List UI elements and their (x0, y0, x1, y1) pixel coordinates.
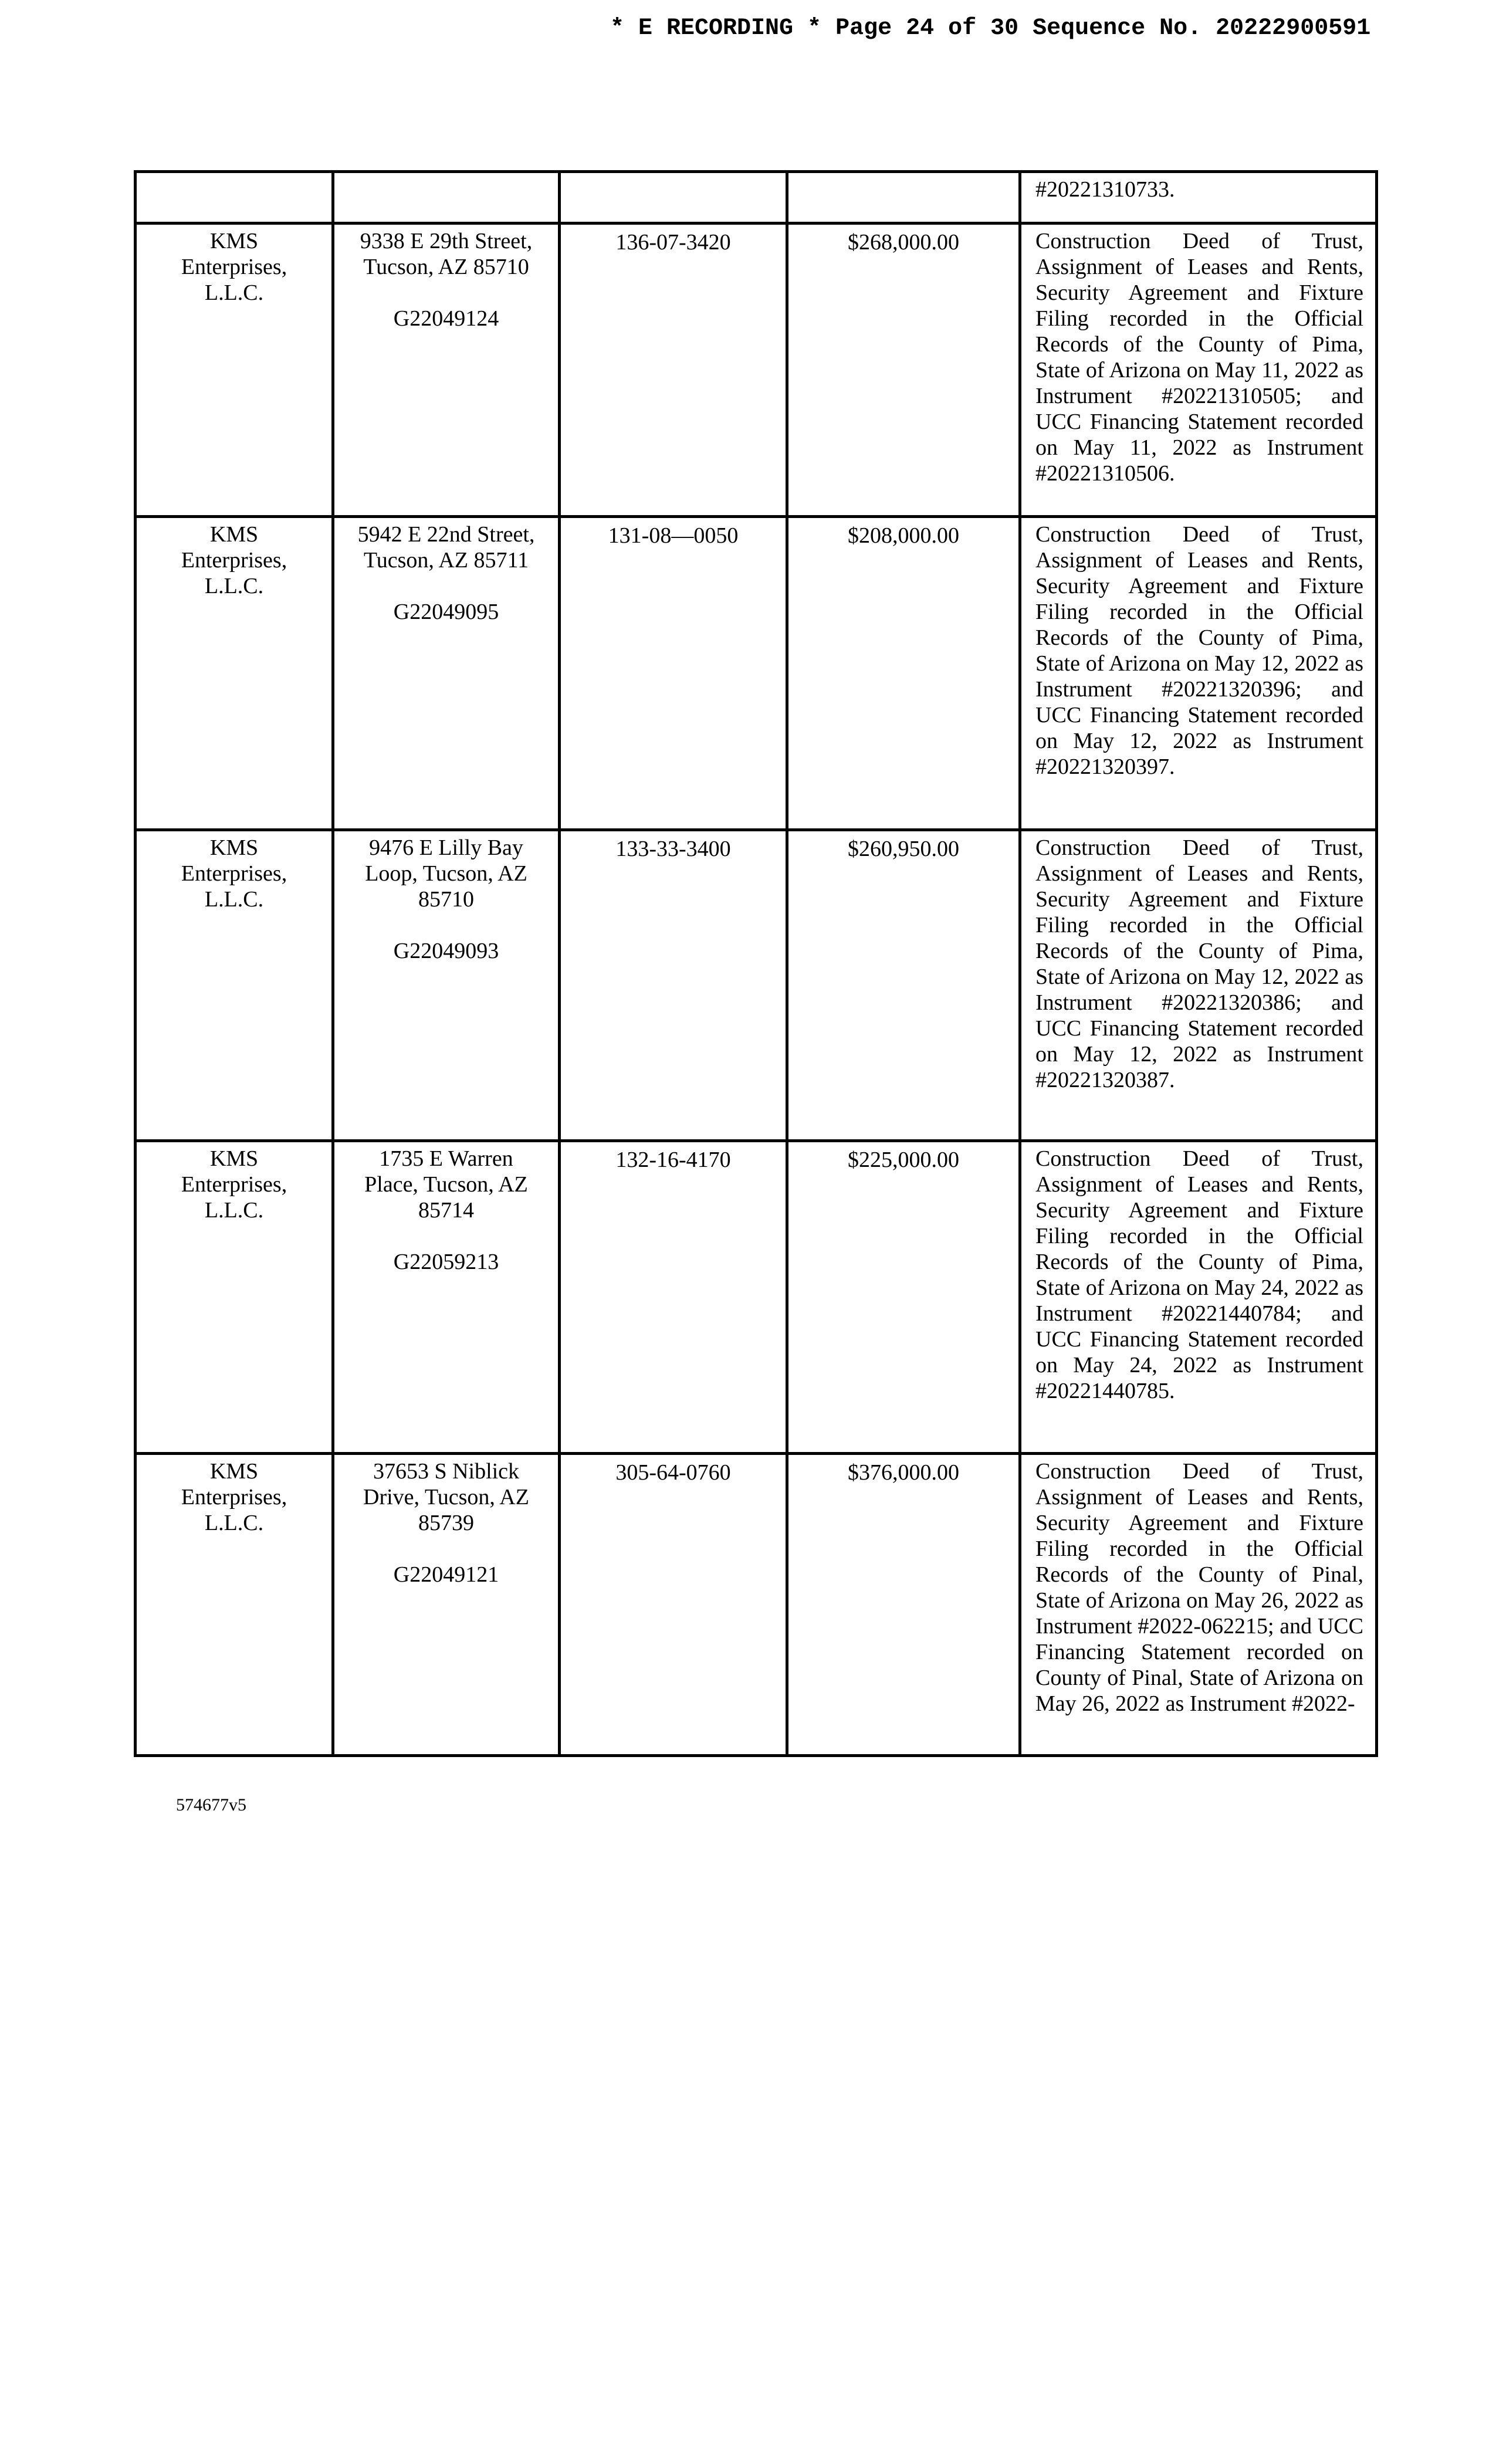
parcel-cell: 131-08—0050 (558, 515, 788, 831)
description-cell: Construction Deed of Trust, Assignment o… (1018, 828, 1378, 1142)
parcel-cell: 136-07-3420 (558, 222, 788, 518)
table-row: KMS Enterprises, L.L.C. 37653 S Niblick … (134, 1452, 1378, 1757)
description-cell: #20221310733. (1018, 170, 1378, 225)
parcel-cell: 305-64-0760 (558, 1452, 788, 1757)
amount-cell: $260,950.00 (786, 828, 1021, 1142)
table-row-continuation: #20221310733. (134, 170, 1378, 225)
e-recording-header: * E RECORDING * Page 24 of 30 Sequence N… (610, 15, 1371, 42)
table-row: KMS Enterprises, L.L.C. 1735 E Warren Pl… (134, 1139, 1378, 1455)
address-cell: 1735 E Warren Place, Tucson, AZ 85714 G2… (331, 1139, 561, 1455)
parcel-cell: 132-16-4170 (558, 1139, 788, 1455)
doc-number: 574677v5 (176, 1795, 246, 1815)
borrower-cell: KMS Enterprises, L.L.C. (134, 515, 334, 831)
description-cell: Construction Deed of Trust, Assignment o… (1018, 222, 1378, 518)
description-cell: Construction Deed of Trust, Assignment o… (1018, 1452, 1378, 1757)
borrower-cell: KMS Enterprises, L.L.C. (134, 1139, 334, 1455)
address-cell: 37653 S Niblick Drive, Tucson, AZ 85739 … (331, 1452, 561, 1757)
description-cell: Construction Deed of Trust, Assignment o… (1018, 1139, 1378, 1455)
recording-table: #20221310733. KMS Enterprises, L.L.C. 93… (134, 170, 1378, 1757)
borrower-cell: KMS Enterprises, L.L.C. (134, 1452, 334, 1757)
description-cell: Construction Deed of Trust, Assignment o… (1018, 515, 1378, 831)
borrower-cell: KMS Enterprises, L.L.C. (134, 222, 334, 518)
table-row: KMS Enterprises, L.L.C. 9338 E 29th Stre… (134, 222, 1378, 518)
table-row: KMS Enterprises, L.L.C. 5942 E 22nd Stre… (134, 515, 1378, 831)
table-row: KMS Enterprises, L.L.C. 9476 E Lilly Bay… (134, 828, 1378, 1142)
amount-cell: $268,000.00 (786, 222, 1021, 518)
borrower-cell (134, 170, 334, 225)
address-cell: 9338 E 29th Street, Tucson, AZ 85710 G22… (331, 222, 561, 518)
amount-cell: $225,000.00 (786, 1139, 1021, 1455)
amount-cell (786, 170, 1021, 225)
parcel-cell: 133-33-3400 (558, 828, 788, 1142)
address-cell (331, 170, 561, 225)
borrower-cell: KMS Enterprises, L.L.C. (134, 828, 334, 1142)
address-cell: 5942 E 22nd Street, Tucson, AZ 85711 G22… (331, 515, 561, 831)
parcel-cell (558, 170, 788, 225)
address-cell: 9476 E Lilly Bay Loop, Tucson, AZ 85710 … (331, 828, 561, 1142)
amount-cell: $376,000.00 (786, 1452, 1021, 1757)
amount-cell: $208,000.00 (786, 515, 1021, 831)
